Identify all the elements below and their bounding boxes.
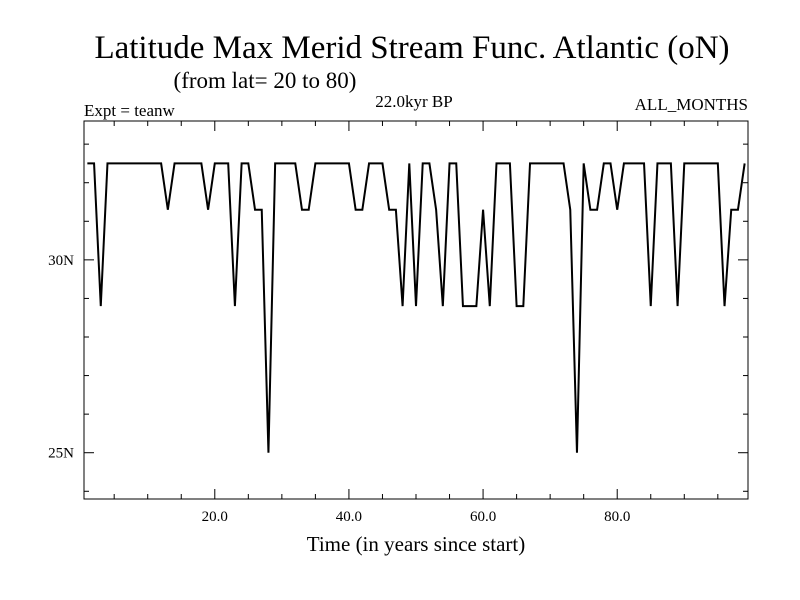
x-tick-label: 80.0	[604, 509, 630, 525]
x-axis-label: Time (in years since start)	[307, 532, 526, 556]
chart-title: Latitude Max Merid Stream Func. Atlantic…	[94, 30, 729, 66]
series-layer	[87, 162, 746, 453]
x-tick-label: 60.0	[470, 509, 496, 525]
x-tick-label: 20.0	[202, 509, 228, 525]
experiment-label: Expt = teanw	[84, 101, 176, 120]
y-axis: 25N 30N	[48, 143, 748, 492]
chart-subtitle: (from lat= 20 to 80)	[174, 68, 357, 93]
y-tick-label: 30N	[48, 253, 74, 269]
series-line	[87, 162, 746, 453]
y-tick-label: 25N	[48, 446, 74, 462]
period-label: 22.0kyr BP	[375, 92, 452, 111]
x-tick-label: 40.0	[336, 509, 362, 525]
x-axis: 20.0 40.0 60.0 80.0	[113, 121, 719, 525]
months-label: ALL_MONTHS	[635, 95, 748, 114]
plot-area	[83, 120, 749, 500]
